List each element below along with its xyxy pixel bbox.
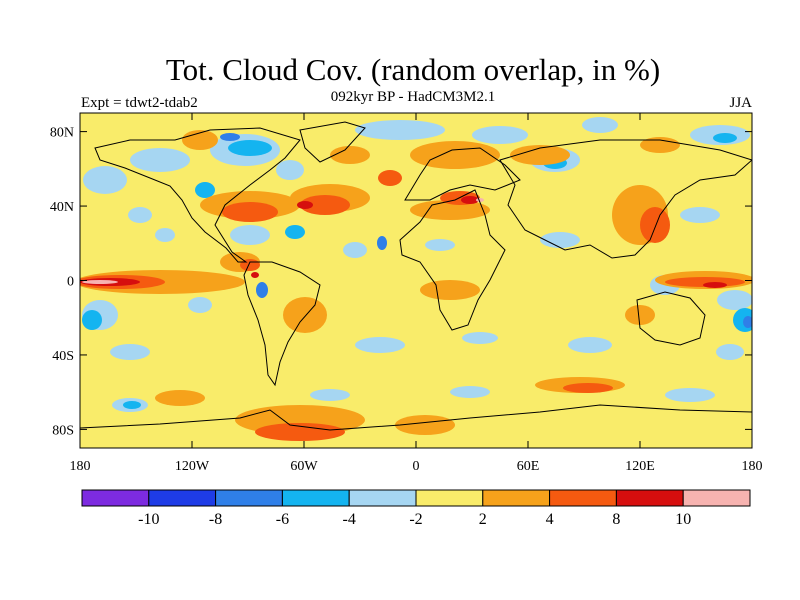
season-label: JJA: [729, 95, 752, 111]
map-subtitle: 092kyr BP - HadCM3M2.1: [330, 89, 496, 105]
colorbar-swatch: [281, 489, 350, 507]
lat-label: 0: [67, 275, 74, 290]
colorbar-label: -4: [343, 511, 356, 528]
lon-label: 180: [742, 459, 763, 474]
lat-label: 80N: [50, 126, 74, 141]
lon-label: 120W: [175, 459, 210, 474]
colorbar-swatch: [615, 489, 684, 507]
lat-label: 40N: [50, 200, 74, 215]
lon-label: 0: [413, 459, 420, 474]
coastlines: [80, 121, 752, 431]
lon-label: 120E: [625, 459, 655, 474]
strong-positive-patches: [80, 196, 727, 288]
extreme-positive-patches: [82, 198, 484, 284]
lon-label: 180: [70, 459, 91, 474]
colorbar-label: 10: [675, 511, 691, 528]
colorbar: -10 -8 -6 -4 -2 2 4 8 10: [81, 489, 751, 528]
colorbar-swatch: [81, 489, 150, 507]
colorbar-label: 2: [479, 511, 487, 528]
colorbar-swatch: [348, 489, 417, 507]
map-field: [80, 113, 752, 448]
colorbar-swatch: [682, 489, 751, 507]
colorbar-label: 4: [546, 511, 554, 528]
experiment-label: Expt = tdwt2-tdab2: [81, 95, 198, 111]
lon-label: 60W: [290, 459, 318, 474]
colorbar-label: 8: [612, 511, 620, 528]
lat-label: 40S: [52, 349, 74, 364]
colorbar-swatch: [215, 489, 283, 507]
colorbar-swatch: [415, 489, 484, 507]
colorbar-swatch: [549, 489, 617, 507]
colorbar-label: -2: [409, 511, 422, 528]
colorbar-swatch: [482, 489, 551, 507]
mid-negative-patches: [220, 133, 752, 328]
mid-positive-patches: [80, 170, 745, 441]
axis-ticks: 80N 40N 0 40S 80S 180 120W 60W 0 60E 120E 180: [50, 113, 763, 474]
lon-label: 60E: [517, 459, 540, 474]
map-title: Tot. Cloud Cov. (random overlap, in %): [165, 52, 661, 87]
colorbar-label: -6: [276, 511, 289, 528]
colorbar-label: -10: [138, 511, 159, 528]
lat-label: 80S: [52, 423, 74, 438]
colorbar-swatch: [148, 489, 217, 507]
colorbar-label: -8: [209, 511, 222, 528]
